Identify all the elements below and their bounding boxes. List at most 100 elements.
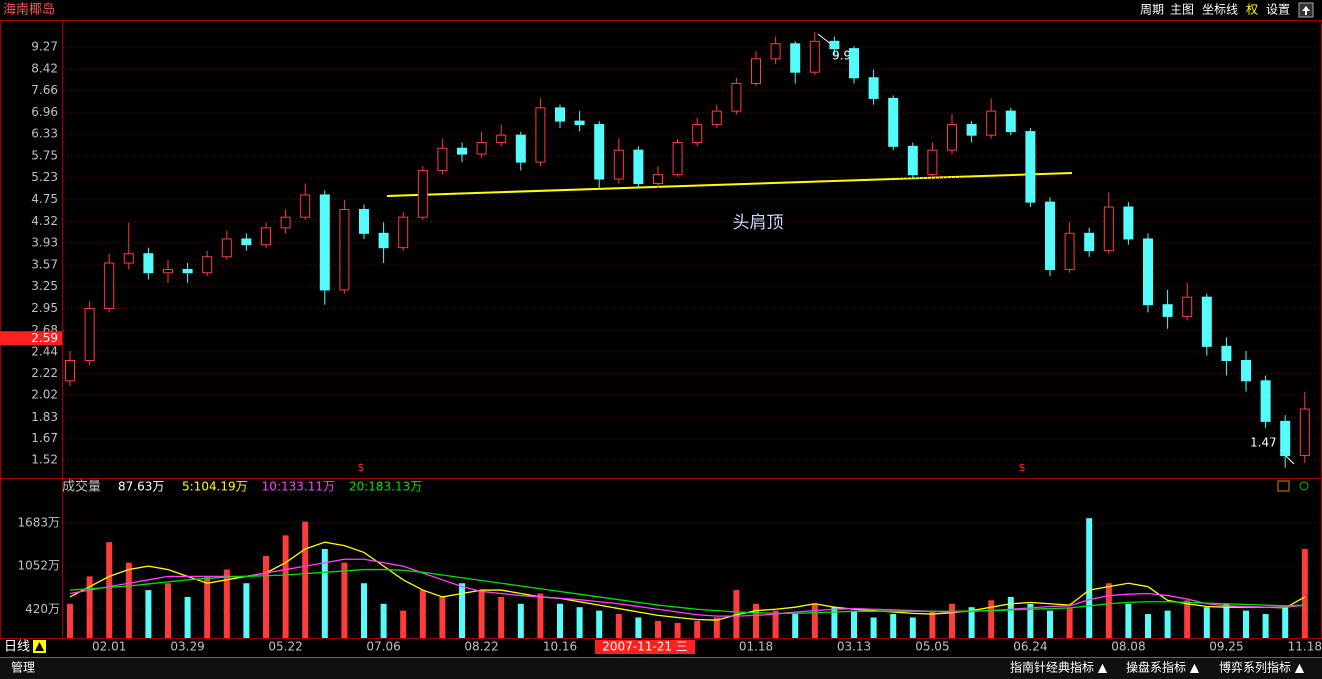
ma-line <box>69 558 1305 617</box>
candle-body <box>84 308 95 361</box>
cursor-date-label: 2007-11-21 三 <box>602 640 688 654</box>
candle-body <box>437 147 448 171</box>
stock-title: 海南椰岛 <box>3 2 55 18</box>
cursor-price-box <box>0 331 62 346</box>
candle-body <box>1064 232 1075 270</box>
y-tick-label: 5.75 <box>31 149 58 163</box>
volume-bar <box>106 542 113 638</box>
volume-bar <box>282 535 289 638</box>
candle-body <box>398 216 409 249</box>
period-label[interactable]: 日线 <box>4 640 30 655</box>
y-tick-label: 3.93 <box>31 235 58 249</box>
legend-entry: 5:104.19万 <box>182 480 248 494</box>
volume-bar <box>321 549 328 638</box>
status-button[interactable]: 管理 <box>11 660 35 675</box>
candle-body <box>1162 304 1173 317</box>
candle-body <box>790 43 801 73</box>
status-button[interactable]: 博弈系列指标 ▲ <box>1219 660 1305 675</box>
candle-body <box>457 147 467 155</box>
volume-bar <box>733 590 740 638</box>
volume-bar <box>1282 607 1289 638</box>
y-tick-label: 6.33 <box>31 127 58 141</box>
candle-body <box>1221 345 1232 361</box>
toolbar-button[interactable]: 坐标线 <box>1202 3 1238 17</box>
volume-bar <box>165 583 171 638</box>
candle-body <box>653 174 663 184</box>
candle-body <box>888 97 899 147</box>
volume-bar <box>517 603 524 638</box>
candle-body <box>1299 408 1310 457</box>
volume-bar <box>204 576 211 638</box>
toolbar-button[interactable]: 设置 <box>1266 3 1290 17</box>
candle-body <box>672 142 683 176</box>
toolbar-button[interactable]: 权 <box>1246 3 1258 17</box>
volume-bar <box>1164 610 1171 638</box>
volume-bar <box>1223 603 1230 638</box>
volume-bar <box>596 610 603 638</box>
candle-body <box>868 77 879 99</box>
y-tick-label: 2.02 <box>31 388 58 402</box>
y-tick-label: 1.83 <box>31 410 58 424</box>
legend-entry: 20:183.13万 <box>349 480 422 494</box>
volume-bar <box>1203 607 1210 638</box>
candle-body <box>535 107 546 163</box>
toolbar-button[interactable]: 周期 <box>1140 3 1164 17</box>
y-tick-label: 1052万 <box>17 558 60 572</box>
volume-bar <box>459 583 465 638</box>
volume-bar <box>557 603 563 638</box>
volume-bar <box>1125 603 1132 638</box>
volume-bar <box>1105 583 1112 638</box>
volume-bar <box>86 576 93 638</box>
candle-body <box>927 149 938 176</box>
candle-body <box>829 40 840 50</box>
status-button[interactable]: 指南针经典指标 ▲ <box>1010 660 1108 675</box>
y-tick-label: 1.67 <box>31 431 58 445</box>
x-tick-label: 05.22 <box>268 640 302 654</box>
y-tick-label: 2.44 <box>31 344 58 358</box>
candle-body <box>163 268 173 274</box>
volume-bar <box>909 617 916 638</box>
volume-bar <box>1184 600 1191 638</box>
candle-body <box>1103 206 1114 252</box>
volume-title: 成交量 <box>62 479 101 495</box>
x-tick-label: 08.08 <box>1111 640 1145 654</box>
volume-bar <box>243 583 250 638</box>
x-tick-label: 03.29 <box>170 640 204 654</box>
volume-bar <box>1262 614 1269 638</box>
candle-body <box>1084 232 1095 252</box>
volume-bar <box>1007 596 1014 638</box>
zoom-icon[interactable] <box>1299 481 1309 491</box>
volume-bar <box>302 521 309 638</box>
x-tick-label: 05.05 <box>915 640 949 654</box>
candle-body <box>143 253 154 274</box>
candle-body <box>378 232 389 249</box>
volume-bar <box>498 596 505 638</box>
y-tick-label: 6.96 <box>31 105 58 119</box>
candle-body <box>1260 380 1271 422</box>
volume-bar <box>184 596 191 638</box>
volume-bar <box>263 555 269 638</box>
panel-icon[interactable] <box>1277 480 1290 492</box>
cursor-date-box <box>595 640 695 654</box>
candle-body <box>1123 206 1134 240</box>
candle-body <box>849 48 859 79</box>
y-tick-label: 2.22 <box>31 366 58 380</box>
candle-body <box>574 120 585 126</box>
volume-bar <box>968 607 975 638</box>
y-tick-label: 420万 <box>25 602 60 616</box>
neckline <box>386 172 1073 197</box>
volume-bar <box>419 590 426 638</box>
toolbar-button[interactable]: 主图 <box>1170 3 1194 17</box>
status-button[interactable]: 操盘系指标 ▲ <box>1126 660 1200 675</box>
x-tick-label: 01.18 <box>739 640 773 654</box>
y-tick-label: 1683万 <box>17 515 60 529</box>
y-tick-label: 7.66 <box>31 83 58 97</box>
y-tick-label: 3.25 <box>31 279 58 293</box>
candle-body <box>711 110 722 126</box>
volume-bar <box>400 610 407 638</box>
candle-body <box>221 238 232 258</box>
y-tick-label: 9.27 <box>31 39 58 53</box>
ma-line <box>69 568 1305 615</box>
volume-bar <box>655 620 661 638</box>
